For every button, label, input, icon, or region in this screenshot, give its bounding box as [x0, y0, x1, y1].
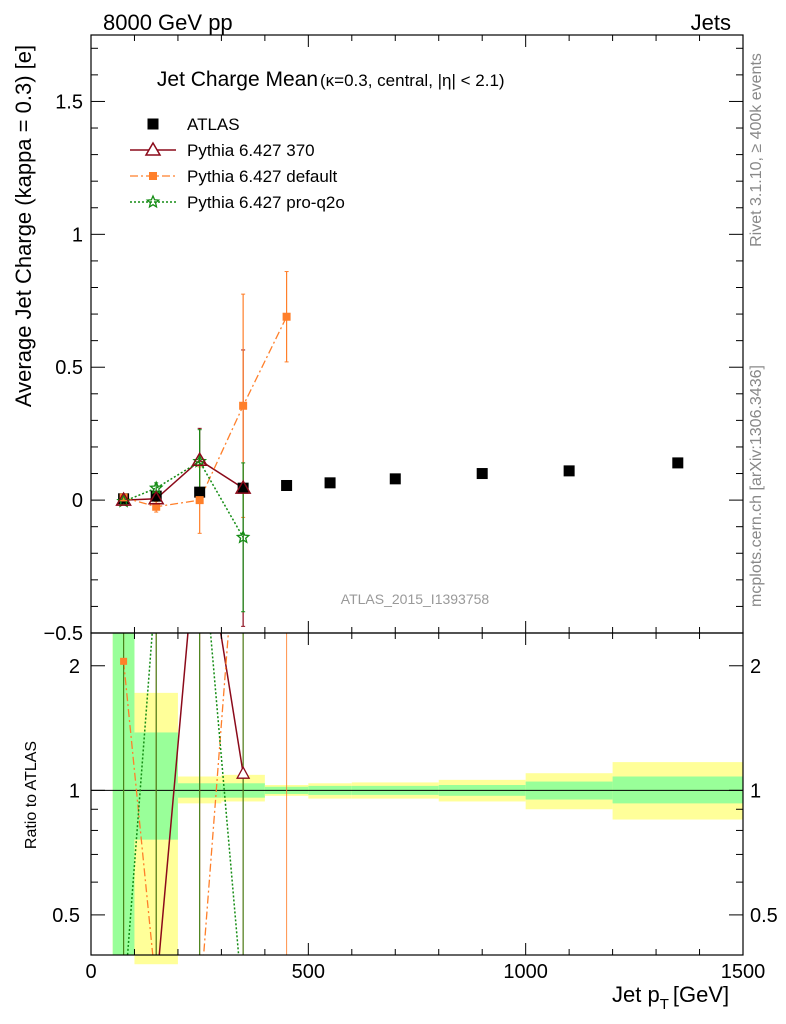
series-line-main: [123, 316, 288, 508]
axis-ticks: 0 500 1000 1500 −0.5 0 0.5 1 1.5 0.5 0.5 1 1 2 2: [44, 35, 778, 983]
ratio-y-tick-label: 1: [69, 780, 80, 802]
legend-marker: [144, 141, 162, 156]
atlas-data-point: [194, 486, 206, 498]
panel-frames: [90, 34, 744, 956]
mcplots-label: mcplots.cern.ch [arXiv:1306.3436]: [748, 365, 765, 607]
atlas-data-point: [476, 468, 488, 480]
legend-label: ATLAS: [187, 115, 240, 134]
ratio-axis-title: Ratio to ATLAS: [23, 741, 40, 849]
main-series-markers: [115, 312, 684, 544]
atlas-data-point: [563, 465, 575, 477]
default-data-point: [119, 493, 128, 502]
default-data-point: [152, 502, 161, 511]
series-line-ratio: [126, 633, 240, 955]
y-tick-label: 0.5: [55, 357, 83, 379]
legend-label: Pythia 6.427 default: [187, 167, 338, 186]
pythia370-data-point: [191, 451, 208, 466]
plot-title-condition: (κ=0.3, central, |η| < 2.1): [320, 71, 505, 90]
ratio-series-lines: [91, 633, 743, 955]
legend-label: Pythia 6.427 pro-q2o: [187, 193, 345, 212]
ratio-y-tick-label-right: 1: [750, 780, 761, 802]
series-line-main: [123, 460, 244, 538]
default-data-point: [282, 312, 291, 321]
x-tick-label: 1000: [503, 961, 548, 983]
analysis-id: ATLAS_2015_I1393758: [341, 591, 490, 607]
legend-label: Pythia 6.427 370: [187, 141, 315, 160]
ratio-marker-370: [236, 765, 251, 779]
default-data-point: [195, 496, 204, 505]
x-tick-label: 500: [292, 961, 325, 983]
y-tick-label: −0.5: [44, 623, 83, 645]
main-series-lines: [121, 271, 289, 627]
atlas-data-point: [150, 490, 162, 502]
energy-label: 8000 GeV pp: [103, 10, 233, 35]
pythia370-data-point: [147, 490, 165, 505]
rivet-version-label: Rivet 3.1.10, ≥ 400k events: [748, 53, 765, 247]
x-tick-label: 1500: [721, 961, 766, 983]
marker-star: [235, 529, 251, 544]
y-axis-title: Average Jet Charge (kappa = 0.3) [e]: [11, 45, 36, 407]
atlas-data-point: [237, 482, 249, 494]
series-line-ratio: [158, 633, 244, 955]
pythia370-data-point: [115, 491, 132, 506]
y-tick-label: 0: [72, 490, 83, 512]
legend: ATLAS Pythia 6.427 370 Pythia 6.427 defaul…: [130, 115, 345, 212]
series-line-ratio: [122, 633, 230, 955]
plot-title: Jet Charge Mean: [157, 68, 318, 91]
atlas-data-point: [672, 457, 684, 469]
legend-marker: [147, 118, 159, 130]
atlas-data-point: [389, 473, 401, 485]
atlas-data-point: [324, 477, 336, 489]
x-axis-title: Jet pT [GeV]: [612, 982, 729, 1013]
ratio-panel-frame: [90, 632, 744, 956]
default-data-point: [239, 401, 248, 410]
ratio-y-tick-label: 0.5: [52, 905, 80, 927]
legend-marker: [149, 172, 157, 180]
atlas-data-point: [281, 479, 293, 491]
ratio-y-tick-label-right: 0.5: [750, 905, 778, 927]
y-tick-label: 1: [72, 224, 83, 246]
ratio-y-tick-label: 2: [69, 656, 80, 678]
y-tick-label: 1.5: [55, 91, 83, 113]
marker-star: [145, 194, 161, 209]
pythia370-data-point: [234, 479, 252, 494]
series-line-main: [123, 459, 244, 501]
x-tick-label: 0: [85, 961, 96, 983]
ratio-y-tick-label-right: 2: [750, 656, 761, 678]
ratio-marker-default: [120, 657, 128, 665]
process-label: Jets: [691, 10, 731, 35]
